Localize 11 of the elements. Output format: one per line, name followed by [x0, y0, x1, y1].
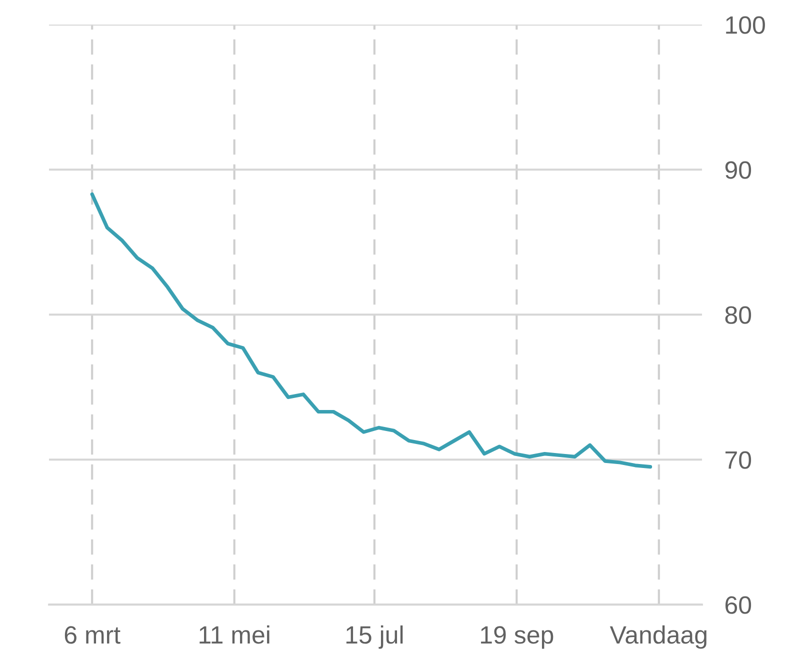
y-tick-label: 90: [725, 161, 752, 179]
y-tick-label: 80: [725, 306, 752, 324]
x-tick-label: 11 mei: [200, 625, 270, 644]
x-tick-label: 15 jul: [346, 625, 403, 649]
line-series: [90, 192, 652, 469]
y-tick-label: 60: [725, 596, 752, 614]
x-tick-label: Vandaag: [610, 625, 706, 649]
x-tick-label: 6 mrt: [64, 626, 120, 644]
y-tick-label: 70: [726, 451, 752, 469]
y-tick-label: 100: [726, 16, 765, 34]
x-tick-label: 19 sep: [481, 626, 554, 649]
